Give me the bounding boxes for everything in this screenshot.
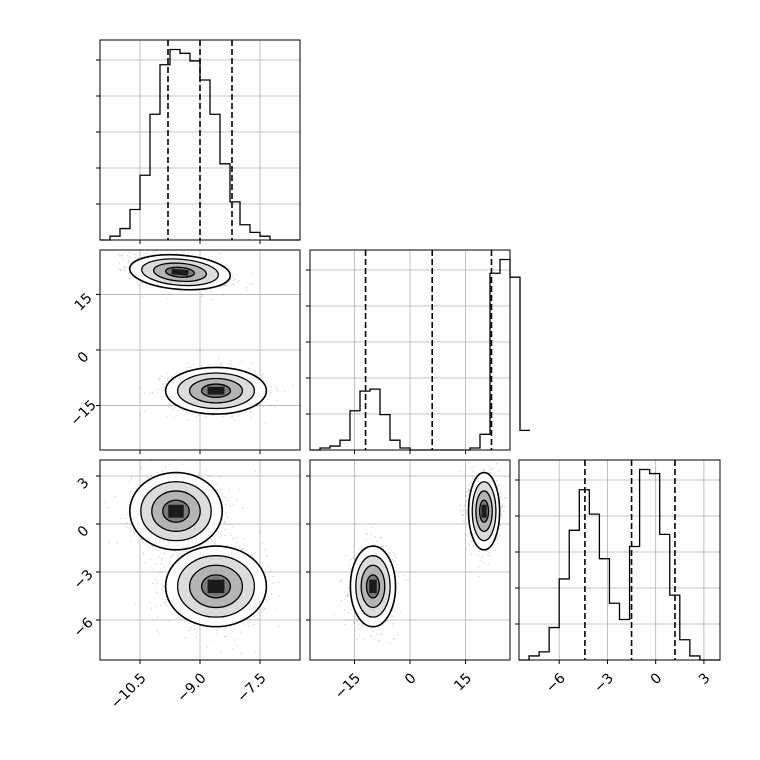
contour-0-0: [129, 471, 224, 551]
hist-frame-hist-p0: [99, 39, 301, 241]
panel-scatter-p0-p2: [96, 459, 301, 664]
density-peak-0: [369, 579, 377, 594]
contour-1-0: [164, 366, 268, 415]
panel-scatter-p0-p1: [96, 249, 301, 454]
contour-0-3: [162, 499, 190, 523]
contour-1-1: [176, 372, 256, 410]
frame-scatter-p1-p2: [309, 459, 511, 661]
density-peak-1: [481, 504, 487, 518]
x-tick-label-2-1: −3: [591, 670, 617, 696]
density-scatter-p0-p1: [117, 250, 294, 424]
contour-0-1: [141, 258, 219, 287]
contour-1-2: [475, 490, 493, 533]
contour-1-3: [200, 574, 232, 599]
y-tick-label-1-2: 15: [72, 290, 96, 314]
contour-1-2: [188, 564, 244, 609]
panel-hist-p0: [96, 39, 301, 244]
y-tick-label-2-3: 3: [75, 475, 93, 493]
y-tick-label-2-0: −6: [71, 615, 97, 641]
contour-0-0: [349, 545, 397, 628]
panel-hist-p1: [306, 249, 530, 454]
density-peak-1: [207, 386, 225, 395]
density-scatter-p0-p2: [104, 460, 280, 655]
contour-1-2: [188, 377, 244, 404]
y-tick-label-2-1: −3: [71, 567, 97, 593]
density-peak-0: [171, 268, 189, 276]
contour-1-0: [164, 545, 268, 628]
hist-frame-hist-p2: [518, 459, 721, 661]
hist-step-hist-p2: [519, 468, 720, 661]
x-tick-label-1-1: 0: [402, 670, 420, 688]
x-tick-label-0-2: −7.5: [234, 670, 269, 705]
contour-0-3: [365, 574, 381, 599]
contour-0-2: [360, 564, 386, 609]
x-tick-label-0-1: −9.0: [174, 670, 209, 705]
panel-scatter-p1-p2: [306, 459, 511, 664]
contour-1-1: [471, 481, 497, 542]
x-tick-label-1-2: 15: [451, 670, 475, 694]
y-tick-label-2-2: 0: [75, 523, 93, 541]
contour-0-1: [140, 481, 212, 542]
contour-1-3: [200, 383, 232, 399]
contour-0-0: [128, 253, 232, 291]
y-tick-label-1-1: 0: [75, 349, 93, 367]
panels: [96, 39, 721, 664]
contour-0-2: [153, 262, 207, 283]
y-tick-label-1-0: −15: [68, 397, 100, 429]
frame-scatter-p0-p1: [99, 249, 301, 451]
density-peak-1: [207, 579, 225, 594]
contour-1-1: [176, 555, 256, 618]
contour-1-3: [478, 499, 490, 523]
x-tick-label-2-0: −6: [543, 670, 569, 696]
contour-1-0: [467, 471, 501, 551]
x-tick-label-2-3: 3: [696, 670, 714, 688]
frame-scatter-p0-p2: [99, 459, 301, 661]
contour-0-2: [151, 490, 201, 533]
hist-step-hist-p1: [310, 258, 530, 451]
density-peak-0: [168, 504, 184, 518]
x-tick-label-2-2: 0: [648, 670, 666, 688]
contour-0-1: [355, 555, 391, 618]
hist-frame-hist-p1: [309, 249, 511, 451]
density-scatter-p1-p2: [333, 460, 507, 644]
x-tick-label-0-0: −10.5: [108, 670, 150, 712]
x-tick-label-1-0: −15: [332, 670, 364, 702]
panel-hist-p2: [515, 459, 721, 664]
hist-step-hist-p0: [100, 48, 300, 241]
contour-0-3: [164, 266, 196, 278]
